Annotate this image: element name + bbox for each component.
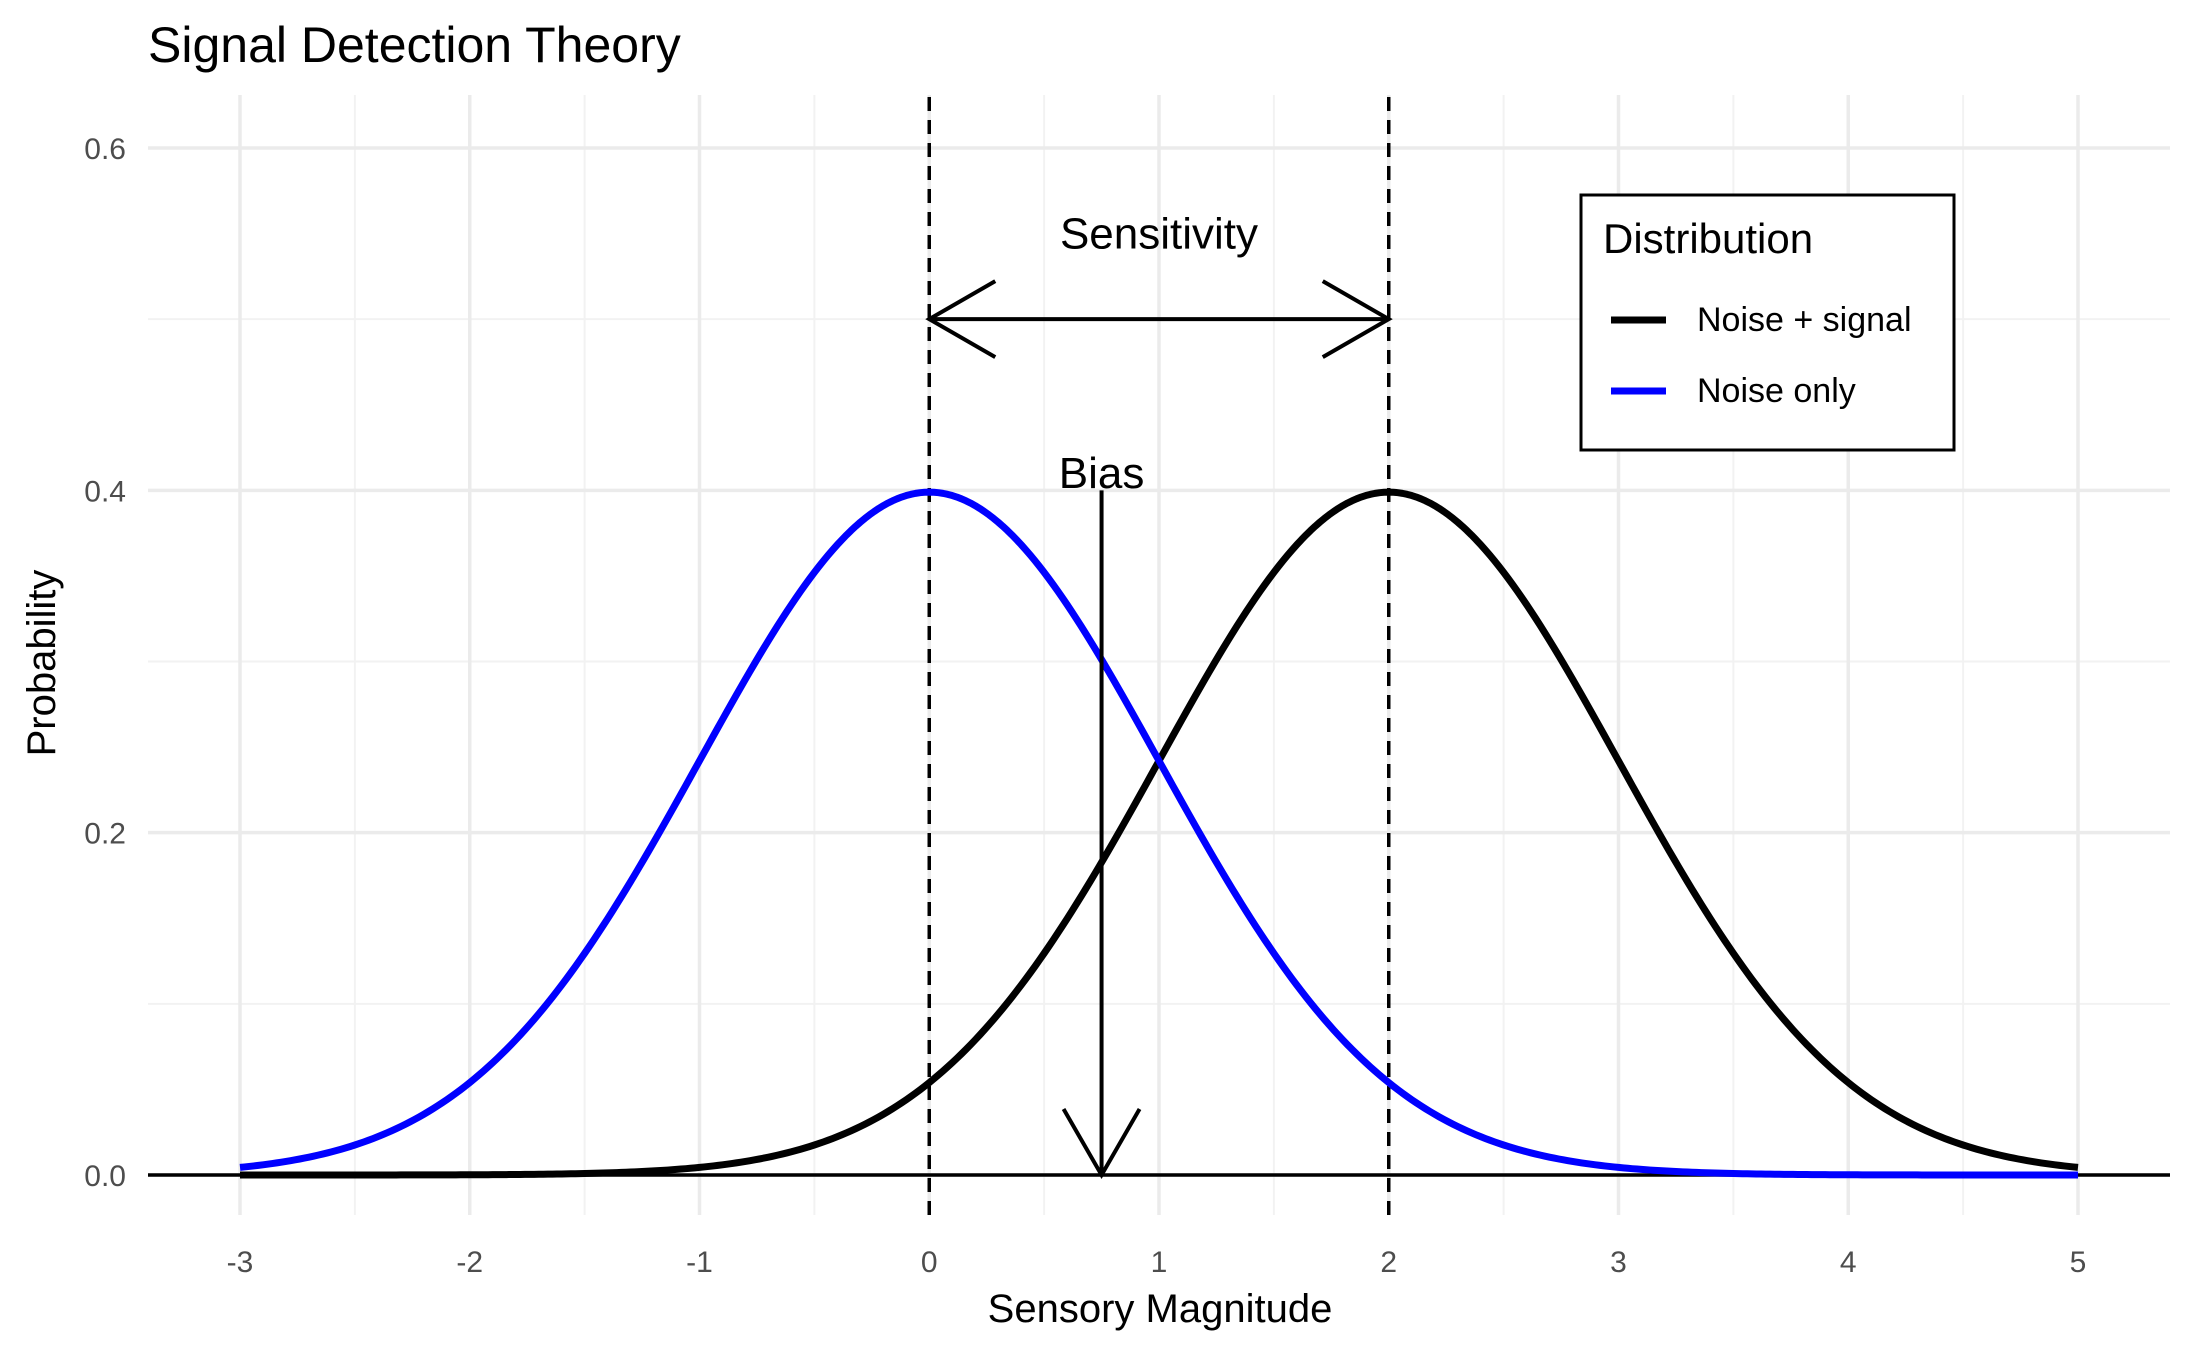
annotations: Sensitivity Bias [925, 210, 1393, 1180]
x-tick-label: 5 [2070, 1246, 2087, 1279]
legend: Distribution Noise + signal Noise only [1579, 193, 1956, 452]
bias-arrowhead [1061, 1108, 1142, 1180]
series-lines [239, 488, 2079, 1179]
x-tick-label: 1 [1151, 1246, 1168, 1279]
chart-title: Signal Detection Theory [148, 17, 681, 73]
y-tick-label: 0.6 [84, 133, 126, 166]
y-tick-label: 0.4 [84, 475, 126, 508]
legend-label-noise-only: Noise only [1697, 372, 1856, 410]
y-tick-label: 0.0 [84, 1160, 126, 1193]
legend-label-noise-signal: Noise + signal [1697, 301, 1912, 339]
x-axis-title: Sensory Magnitude [988, 1287, 1333, 1331]
x-tick-label: 2 [1380, 1246, 1397, 1279]
x-tick-label: -3 [227, 1246, 254, 1279]
y-axis-title: Probability [20, 570, 64, 757]
series-noise-only [239, 488, 2078, 1179]
x-axis-ticks: -3 -2 -1 0 1 2 3 4 5 [227, 1246, 2087, 1279]
y-axis-ticks: 0.0 0.2 0.4 0.6 [84, 133, 126, 1193]
sensitivity-arrowhead-left [925, 279, 997, 359]
bias-label: Bias [1059, 449, 1145, 498]
x-tick-label: 3 [1610, 1246, 1627, 1279]
x-tick-label: 0 [921, 1246, 938, 1279]
x-tick-label: 4 [1840, 1246, 1857, 1279]
sensitivity-arrowhead-right [1321, 279, 1393, 359]
legend-title: Distribution [1603, 215, 1813, 262]
y-tick-label: 0.2 [84, 818, 126, 851]
x-tick-label: -1 [686, 1246, 713, 1279]
x-tick-label: -2 [456, 1246, 483, 1279]
sensitivity-label: Sensitivity [1060, 210, 1258, 259]
